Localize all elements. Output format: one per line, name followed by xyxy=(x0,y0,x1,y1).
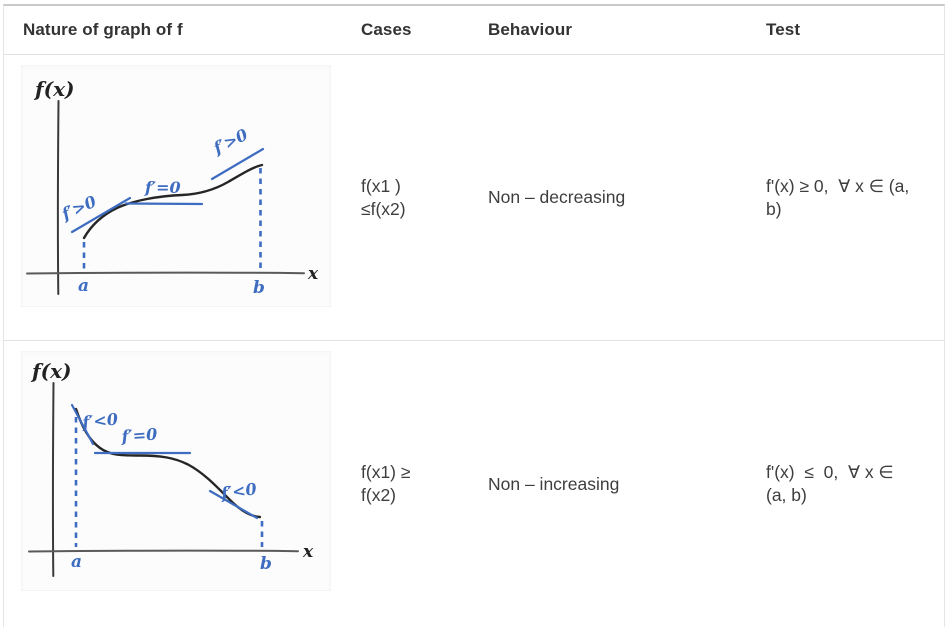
comparison-table: Nature of graph of f Cases Behaviour Tes… xyxy=(3,4,945,627)
tangent-label-middle: f′=0 xyxy=(144,178,181,197)
tangent-label-left: f′<0 xyxy=(80,409,118,432)
non-increasing-graph-figure: f(x) x f′<0 f′=0 f′<0 a b xyxy=(21,351,331,591)
cases-cell: f(x1 ) ≤f(x2) xyxy=(342,55,469,340)
tangent-label-right: f′>0 xyxy=(210,125,251,158)
test-line-1: f'(x) ≥ 0, ∀ x ∈ (a, xyxy=(766,175,910,196)
tangent-label-right: f′<0 xyxy=(219,479,258,503)
x-axis-label: x xyxy=(307,264,319,284)
test-cell: f'(x) ≤ 0, ∀ x ∈ (a, b) xyxy=(747,341,944,627)
y-axis xyxy=(56,100,60,295)
test-line-2: (a, b) xyxy=(766,485,807,505)
cases-line-2: f(x2) xyxy=(361,485,396,505)
x-axis xyxy=(26,271,305,275)
tangent-line-right xyxy=(208,489,259,520)
tangent-line-right xyxy=(210,147,265,181)
tangent-line-left xyxy=(70,196,132,234)
y-axis-label: f(x) xyxy=(33,77,74,101)
behaviour-text: Non – decreasing xyxy=(488,187,626,207)
tangent-line-left xyxy=(70,403,95,446)
x-axis-label: x xyxy=(302,542,314,562)
non-decreasing-graph-figure: f(x) x f′>0 f′=0 f′>0 a b xyxy=(21,65,331,307)
header-nature-of-graph: Nature of graph of f xyxy=(23,20,183,39)
header-cases: Cases xyxy=(361,20,412,39)
behaviour-cell: Non – decreasing xyxy=(469,55,747,340)
y-axis xyxy=(51,382,55,577)
header-test: Test xyxy=(766,20,801,39)
cases-line-2: ≤f(x2) xyxy=(361,198,406,219)
interval-label-b: b xyxy=(253,278,265,298)
test-line-1: f'(x) ≤ 0, ∀ x ∈ xyxy=(766,462,894,482)
tangent-line-middle xyxy=(124,202,204,206)
interval-label-a: a xyxy=(71,552,82,572)
function-curve xyxy=(74,407,262,519)
tangent-label-middle: f′=0 xyxy=(120,425,158,447)
table-header-row: Nature of graph of f Cases Behaviour Tes… xyxy=(4,6,944,55)
table-row-non-decreasing: f(x) x f′>0 f′=0 f′>0 a b f(x1 ) xyxy=(4,55,944,341)
cases-cell: f(x1) ≥ f(x2) xyxy=(342,341,469,627)
graph-cell: f(x) x f′<0 f′=0 f′<0 a b xyxy=(4,341,342,627)
x-axis xyxy=(28,549,299,553)
graph-cell: f(x) x f′>0 f′=0 f′>0 a b xyxy=(4,55,342,340)
cases-line-1: f(x1) ≥ xyxy=(361,462,411,482)
function-curve xyxy=(82,163,264,240)
table-row-non-increasing: f(x) x f′<0 f′=0 f′<0 a b f(x1) ≥ xyxy=(4,341,944,627)
header-behaviour: Behaviour xyxy=(488,20,573,39)
test-cell: f'(x) ≥ 0, ∀ x ∈ (a, b) xyxy=(747,55,944,340)
y-axis-label: f(x) xyxy=(30,359,71,383)
cases-line-1: f(x1 ) xyxy=(361,175,401,196)
interval-label-a: a xyxy=(78,276,89,296)
behaviour-cell: Non – increasing xyxy=(469,341,747,627)
behaviour-text: Non – increasing xyxy=(488,473,620,494)
interval-label-b: b xyxy=(260,554,272,574)
test-line-2: b) xyxy=(766,198,782,219)
